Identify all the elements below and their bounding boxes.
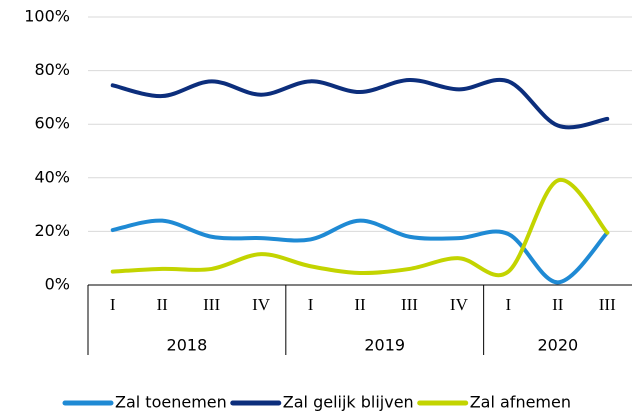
y-tick-label: 0% [45, 275, 70, 294]
series-line [110, 77, 610, 130]
x-tick-label: II [157, 295, 169, 314]
legend-label: Zal afnemen [470, 393, 571, 411]
y-tick-label: 20% [34, 221, 70, 240]
y-tick-label: 100% [24, 7, 70, 26]
x-tick-label: IV [450, 295, 469, 314]
series-line [110, 218, 610, 285]
x-tick-label: I [308, 295, 314, 314]
group-label: 2018 [167, 336, 208, 355]
x-tick-label: III [203, 295, 220, 314]
x-tick-label: I [110, 295, 116, 314]
x-tick-label: II [354, 295, 366, 314]
y-tick-label: 60% [34, 114, 70, 133]
group-label: 2020 [537, 336, 578, 355]
series-line [110, 178, 610, 278]
legend-label: Zal gelijk blijven [283, 393, 414, 411]
x-tick-label: I [506, 295, 512, 314]
x-tick-label: IV [252, 295, 271, 314]
group-label: 2019 [364, 336, 405, 355]
legend-label: Zal toenemen [115, 393, 227, 411]
x-tick-label: II [552, 295, 564, 314]
x-tick-label: III [599, 295, 616, 314]
y-tick-label: 40% [34, 167, 70, 186]
x-tick-label: III [401, 295, 418, 314]
y-tick-label: 80% [34, 60, 70, 79]
